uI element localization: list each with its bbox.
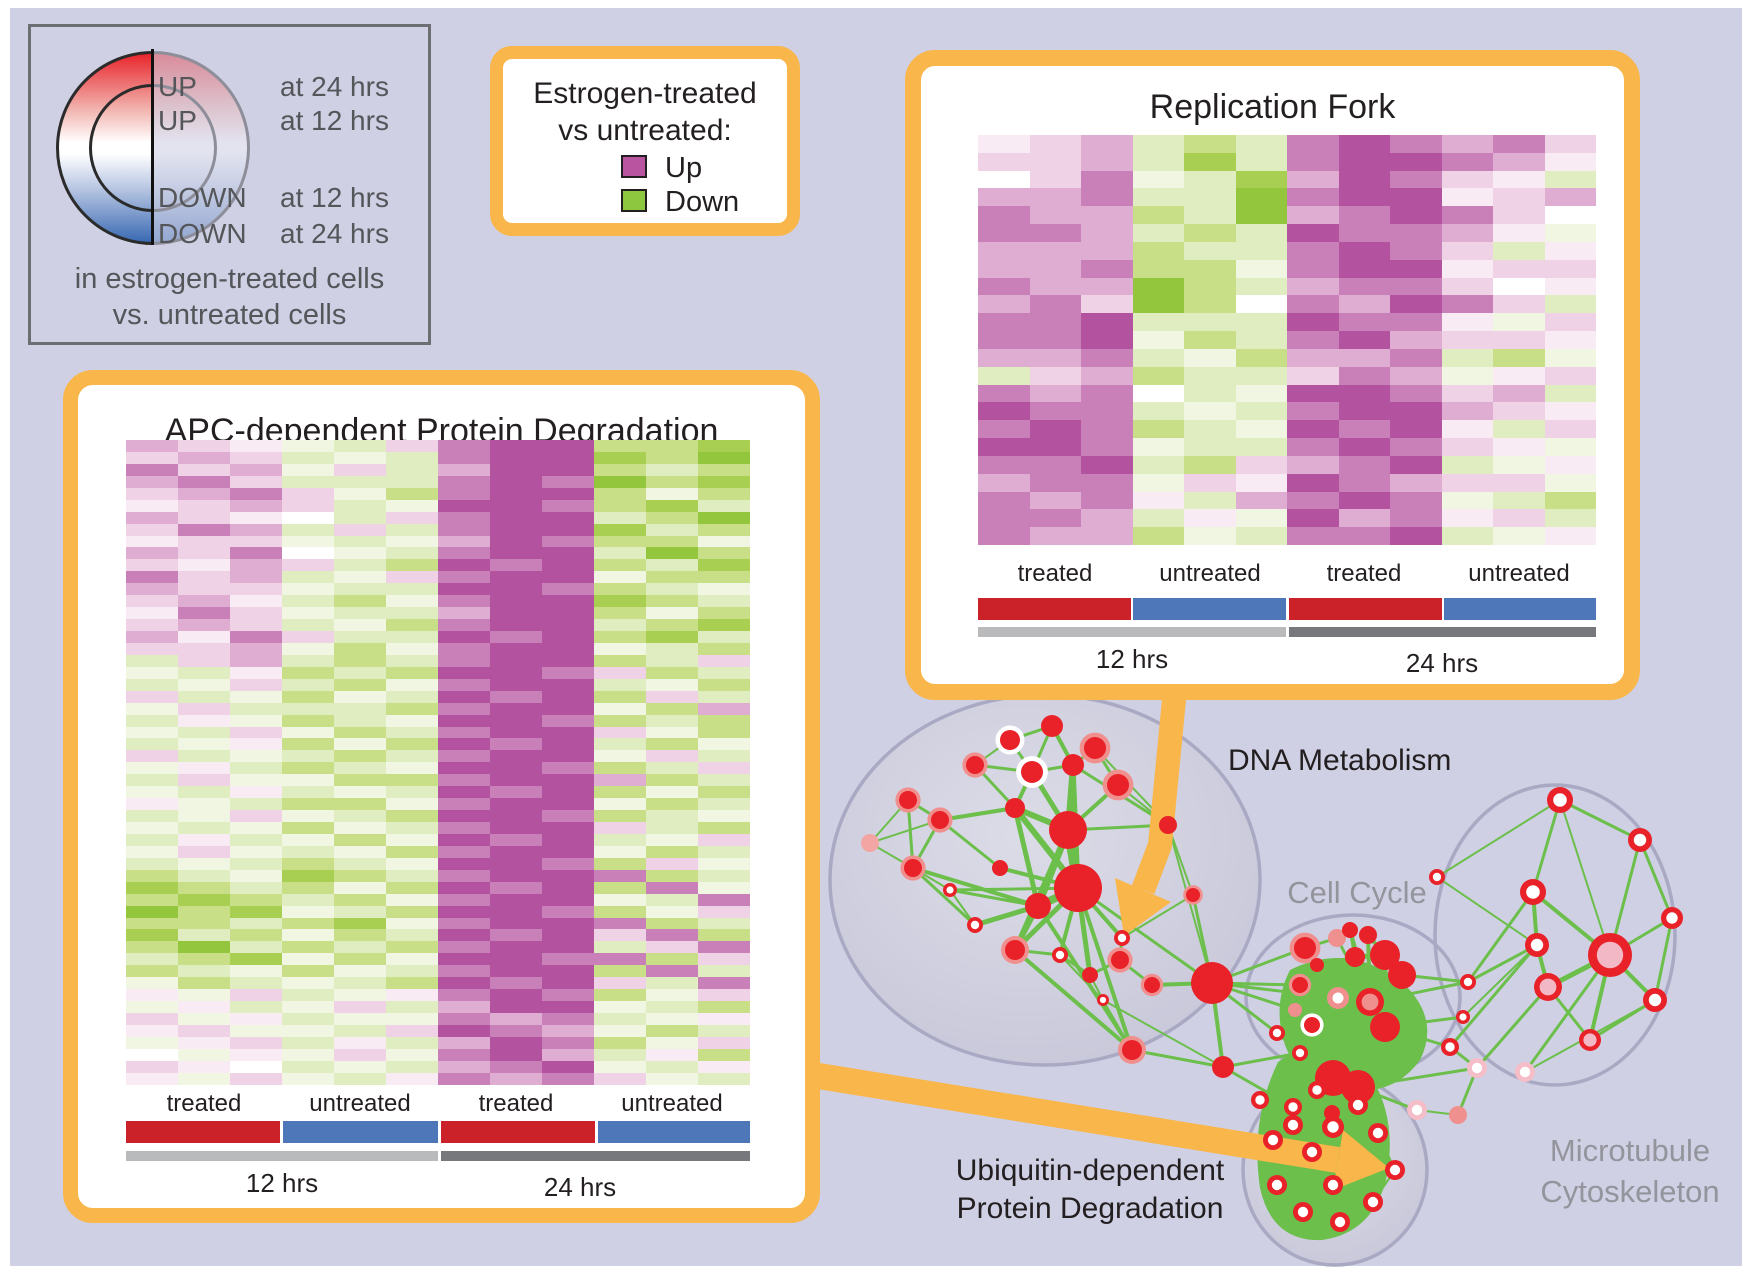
microtubule-label-line1: Microtubule (1549, 1133, 1711, 1168)
legend-dir-up12: UP (158, 105, 197, 136)
untreated-half-overlay (153, 45, 259, 251)
rf-untreated-bar-24 (1444, 598, 1596, 620)
rf-group-label-treated-12: treated (1017, 560, 1093, 587)
microtubule-cytoskeleton-label: Microtubule Cytoskeleton (1515, 1130, 1745, 1212)
estrogen-legend-title-line2: vs untreated: (558, 114, 732, 147)
apc-untreated-bar-24 (598, 1121, 750, 1143)
ubiquitin-label-line1: Ubiquitin-dependent (955, 1154, 1225, 1187)
replication-fork-title: Replication Fork (1149, 88, 1396, 126)
apc-12hr-bar (126, 1151, 438, 1161)
circle-divider-line (151, 49, 154, 245)
rf-group-label-treated-24: treated (1326, 560, 1402, 587)
apc-group-label-untreated-12: untreated (309, 1090, 411, 1117)
legend-footnote-line1: in estrogen-treated cells (74, 263, 385, 295)
apc-24hr-label: 24 hrs (543, 1172, 617, 1202)
estrogen-legend-title-line1: Estrogen-treated (533, 77, 757, 110)
rf-treated-bar-24 (1289, 598, 1442, 620)
rf-treated-bar-12 (978, 598, 1131, 620)
apc-24hr-bar (441, 1151, 750, 1161)
down-label: Down (665, 186, 740, 218)
estrogen-legend-panel: Estrogen-treated vs untreated: Up Down (490, 46, 800, 236)
apc-treated-bar-12 (126, 1121, 280, 1143)
apc-degradation-heatmap (126, 440, 750, 1085)
legend-dir-up24: UP (158, 71, 197, 102)
dna-metabolism-label: DNA Metabolism (1228, 744, 1452, 777)
updown-legend-box: UP at 24 hrs UP at 12 hrs DOWN at 12 hrs… (28, 24, 431, 345)
up-color-swatch (621, 155, 647, 178)
cell-cycle-label: Cell Cycle (1287, 875, 1427, 910)
rf-group-label-untreated-24: untreated (1468, 560, 1570, 587)
apc-12hr-label: 12 hrs (245, 1168, 319, 1198)
legend-dir-down24: DOWN (158, 218, 247, 249)
ubiquitin-label-line2: Protein Degradation (956, 1192, 1224, 1225)
rf-12hr-bar (978, 627, 1286, 637)
rf-12hr-label: 12 hrs (1095, 644, 1169, 674)
legend-time-down12: at 12 hrs (280, 182, 389, 213)
replication-fork-heatmap (978, 135, 1596, 546)
down-color-swatch (621, 189, 647, 212)
legend-time-down24: at 24 hrs (280, 218, 389, 249)
apc-group-label-treated-24: treated (478, 1090, 554, 1117)
apc-untreated-bar-12 (283, 1121, 438, 1143)
ubiquitin-degradation-label: Ubiquitin-dependent Protein Degradation (930, 1152, 1250, 1228)
rf-24hr-bar (1289, 627, 1596, 637)
apc-group-label-treated-12: treated (166, 1090, 242, 1117)
legend-footnote-line2: vs. untreated cells (112, 299, 347, 331)
microtubule-label-line2: Cytoskeleton (1540, 1174, 1720, 1209)
apc-group-label-untreated-24: untreated (621, 1090, 723, 1117)
rf-group-label-untreated-12: untreated (1159, 560, 1261, 587)
apc-treated-bar-24 (441, 1121, 595, 1143)
up-label: Up (665, 152, 703, 184)
rf-untreated-bar-12 (1133, 598, 1286, 620)
rf-24hr-label: 24 hrs (1405, 648, 1479, 678)
legend-dir-down12: DOWN (158, 182, 247, 213)
legend-time-up12: at 12 hrs (280, 105, 389, 136)
legend-time-up24: at 24 hrs (280, 71, 389, 102)
